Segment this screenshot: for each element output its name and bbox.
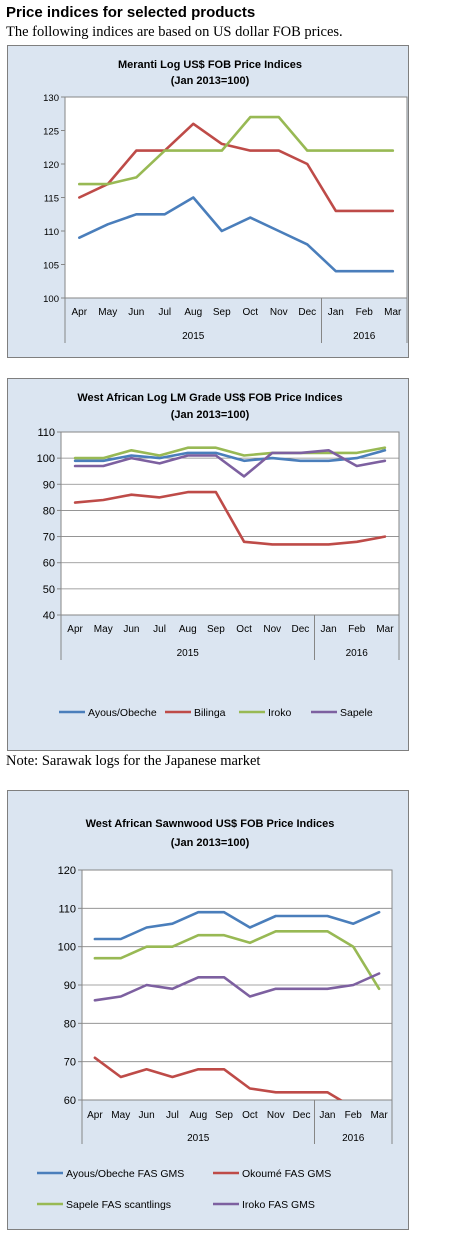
meranti-log-chart: Meranti Log US$ FOB Price Indices (Jan 20…: [7, 45, 409, 358]
x-tick-label: Nov: [270, 307, 288, 318]
chart-subtitle: (Jan 2013=100): [171, 837, 250, 849]
x-tick-label: Jan: [328, 307, 344, 318]
x-tick-label: Apr: [71, 307, 87, 318]
west-african-sawnwood-chart-svg: West African Sawnwood US$ FOB Price Indi…: [7, 790, 409, 1230]
legend-label: Iroko: [268, 707, 292, 719]
legend-label: Ayous/Obeche FAS GMS: [66, 1168, 184, 1180]
west-african-log-chart-svg: West African Log LM Grade US$ FOB Price …: [7, 378, 409, 751]
y-tick-label: 115: [44, 194, 59, 205]
west-african-log-chart: West African Log LM Grade US$ FOB Price …: [7, 378, 409, 751]
chart-title: West African Log LM Grade US$ FOB Price …: [77, 392, 342, 404]
x-tick-label: Oct: [242, 1110, 258, 1121]
year-group-label: 2016: [346, 648, 369, 659]
x-tick-label: May: [94, 624, 113, 635]
x-tick-label: Sep: [207, 624, 225, 635]
year-group-label: 2015: [182, 331, 205, 342]
x-tick-label: Nov: [263, 624, 281, 635]
x-tick-label: Feb: [348, 624, 366, 635]
y-tick-label: 90: [64, 980, 76, 992]
plot-area: [64, 96, 408, 299]
x-tick-label: Aug: [184, 307, 202, 318]
legend-label: Iroko FAS GMS: [242, 1199, 315, 1211]
x-tick-label: May: [111, 1110, 130, 1121]
y-tick-label: 130: [43, 93, 59, 104]
x-tick-label: Sep: [215, 1110, 233, 1121]
x-tick-label: Apr: [67, 624, 83, 635]
x-tick-label: Feb: [356, 307, 374, 318]
x-tick-label: Nov: [267, 1110, 285, 1121]
y-tick-label: 120: [58, 865, 76, 877]
x-tick-label: Dec: [292, 624, 310, 635]
x-tick-label: Jul: [158, 307, 171, 318]
x-tick-label: Jul: [166, 1110, 179, 1121]
y-tick-label: 100: [43, 294, 59, 305]
x-tick-label: Jun: [139, 1110, 155, 1121]
x-tick-label: Jun: [123, 624, 139, 635]
series-line-2: [93, 1056, 343, 1100]
x-tick-label: May: [98, 307, 117, 318]
series-line-4: [93, 972, 381, 1002]
chart-subtitle: (Jan 2013=100): [171, 75, 250, 87]
x-tick-label: Jan: [319, 1110, 335, 1121]
page-heading: Price indices for selected products: [6, 4, 256, 21]
y-tick-label: 70: [43, 532, 55, 544]
y-tick-label: 90: [43, 479, 55, 491]
x-tick-label: Feb: [345, 1110, 363, 1121]
series-line-2: [73, 490, 387, 546]
x-tick-label: Jan: [321, 624, 337, 635]
y-tick-label: 120: [43, 160, 59, 171]
y-tick-label: 110: [37, 427, 55, 439]
series-line-4: [73, 449, 387, 478]
legend-label: Bilinga: [194, 707, 226, 719]
y-tick-label: 100: [58, 942, 76, 954]
y-tick-label: 110: [58, 903, 76, 915]
meranti-chart-svg: Meranti Log US$ FOB Price Indices (Jan 20…: [7, 45, 409, 358]
series-line-1: [73, 449, 387, 463]
x-tick-label: Apr: [87, 1110, 103, 1121]
year-group-label: 2016: [353, 331, 376, 342]
chart-title: Meranti Log US$ FOB Price Indices: [118, 59, 302, 71]
y-tick-label: 80: [43, 505, 55, 517]
x-tick-label: Oct: [236, 624, 252, 635]
x-tick-label: Dec: [293, 1110, 311, 1121]
series-line-3: [93, 930, 381, 991]
series-line-2: [78, 122, 395, 213]
x-tick-label: Jul: [153, 624, 166, 635]
legend-label: Sapele: [340, 707, 373, 719]
y-tick-label: 70: [64, 1057, 76, 1069]
y-tick-label: 110: [44, 227, 59, 238]
year-group-label: 2015: [187, 1133, 210, 1144]
x-tick-label: Mar: [376, 624, 394, 635]
x-tick-label: Jun: [128, 307, 144, 318]
y-tick-label: 60: [43, 558, 55, 570]
x-tick-label: Mar: [384, 307, 402, 318]
chart-title: West African Sawnwood US$ FOB Price Indi…: [86, 818, 335, 830]
page-subheading: The following indices are based on US do…: [6, 24, 343, 40]
y-tick-label: 50: [43, 584, 55, 596]
x-tick-label: Oct: [242, 307, 258, 318]
note-text: Note: Sarawak logs for the Japanese mark…: [6, 753, 261, 769]
x-tick-label: Aug: [179, 624, 197, 635]
chart-subtitle: (Jan 2013=100): [171, 409, 250, 421]
year-group-label: 2015: [177, 648, 200, 659]
legend-label: Sapele FAS scantlings: [66, 1199, 171, 1211]
y-tick-label: 125: [43, 127, 59, 138]
legend-label: Ayous/Obeche: [88, 707, 157, 719]
west-african-sawnwood-chart: West African Sawnwood US$ FOB Price Indi…: [7, 790, 409, 1230]
x-tick-label: Aug: [189, 1110, 207, 1121]
y-tick-label: 80: [64, 1018, 76, 1030]
x-tick-label: Mar: [370, 1110, 388, 1121]
y-tick-label: 40: [43, 610, 55, 622]
year-group-label: 2016: [342, 1133, 365, 1144]
series-line-3: [78, 115, 395, 186]
x-tick-label: Sep: [213, 307, 231, 318]
x-tick-label: Dec: [298, 307, 316, 318]
y-tick-label: 100: [37, 453, 55, 465]
legend-label: Okoumé FAS GMS: [242, 1168, 331, 1180]
series-line-1: [93, 910, 381, 941]
y-tick-label: 60: [64, 1095, 76, 1107]
y-tick-label: 105: [43, 261, 59, 272]
series-line-1: [78, 196, 395, 273]
